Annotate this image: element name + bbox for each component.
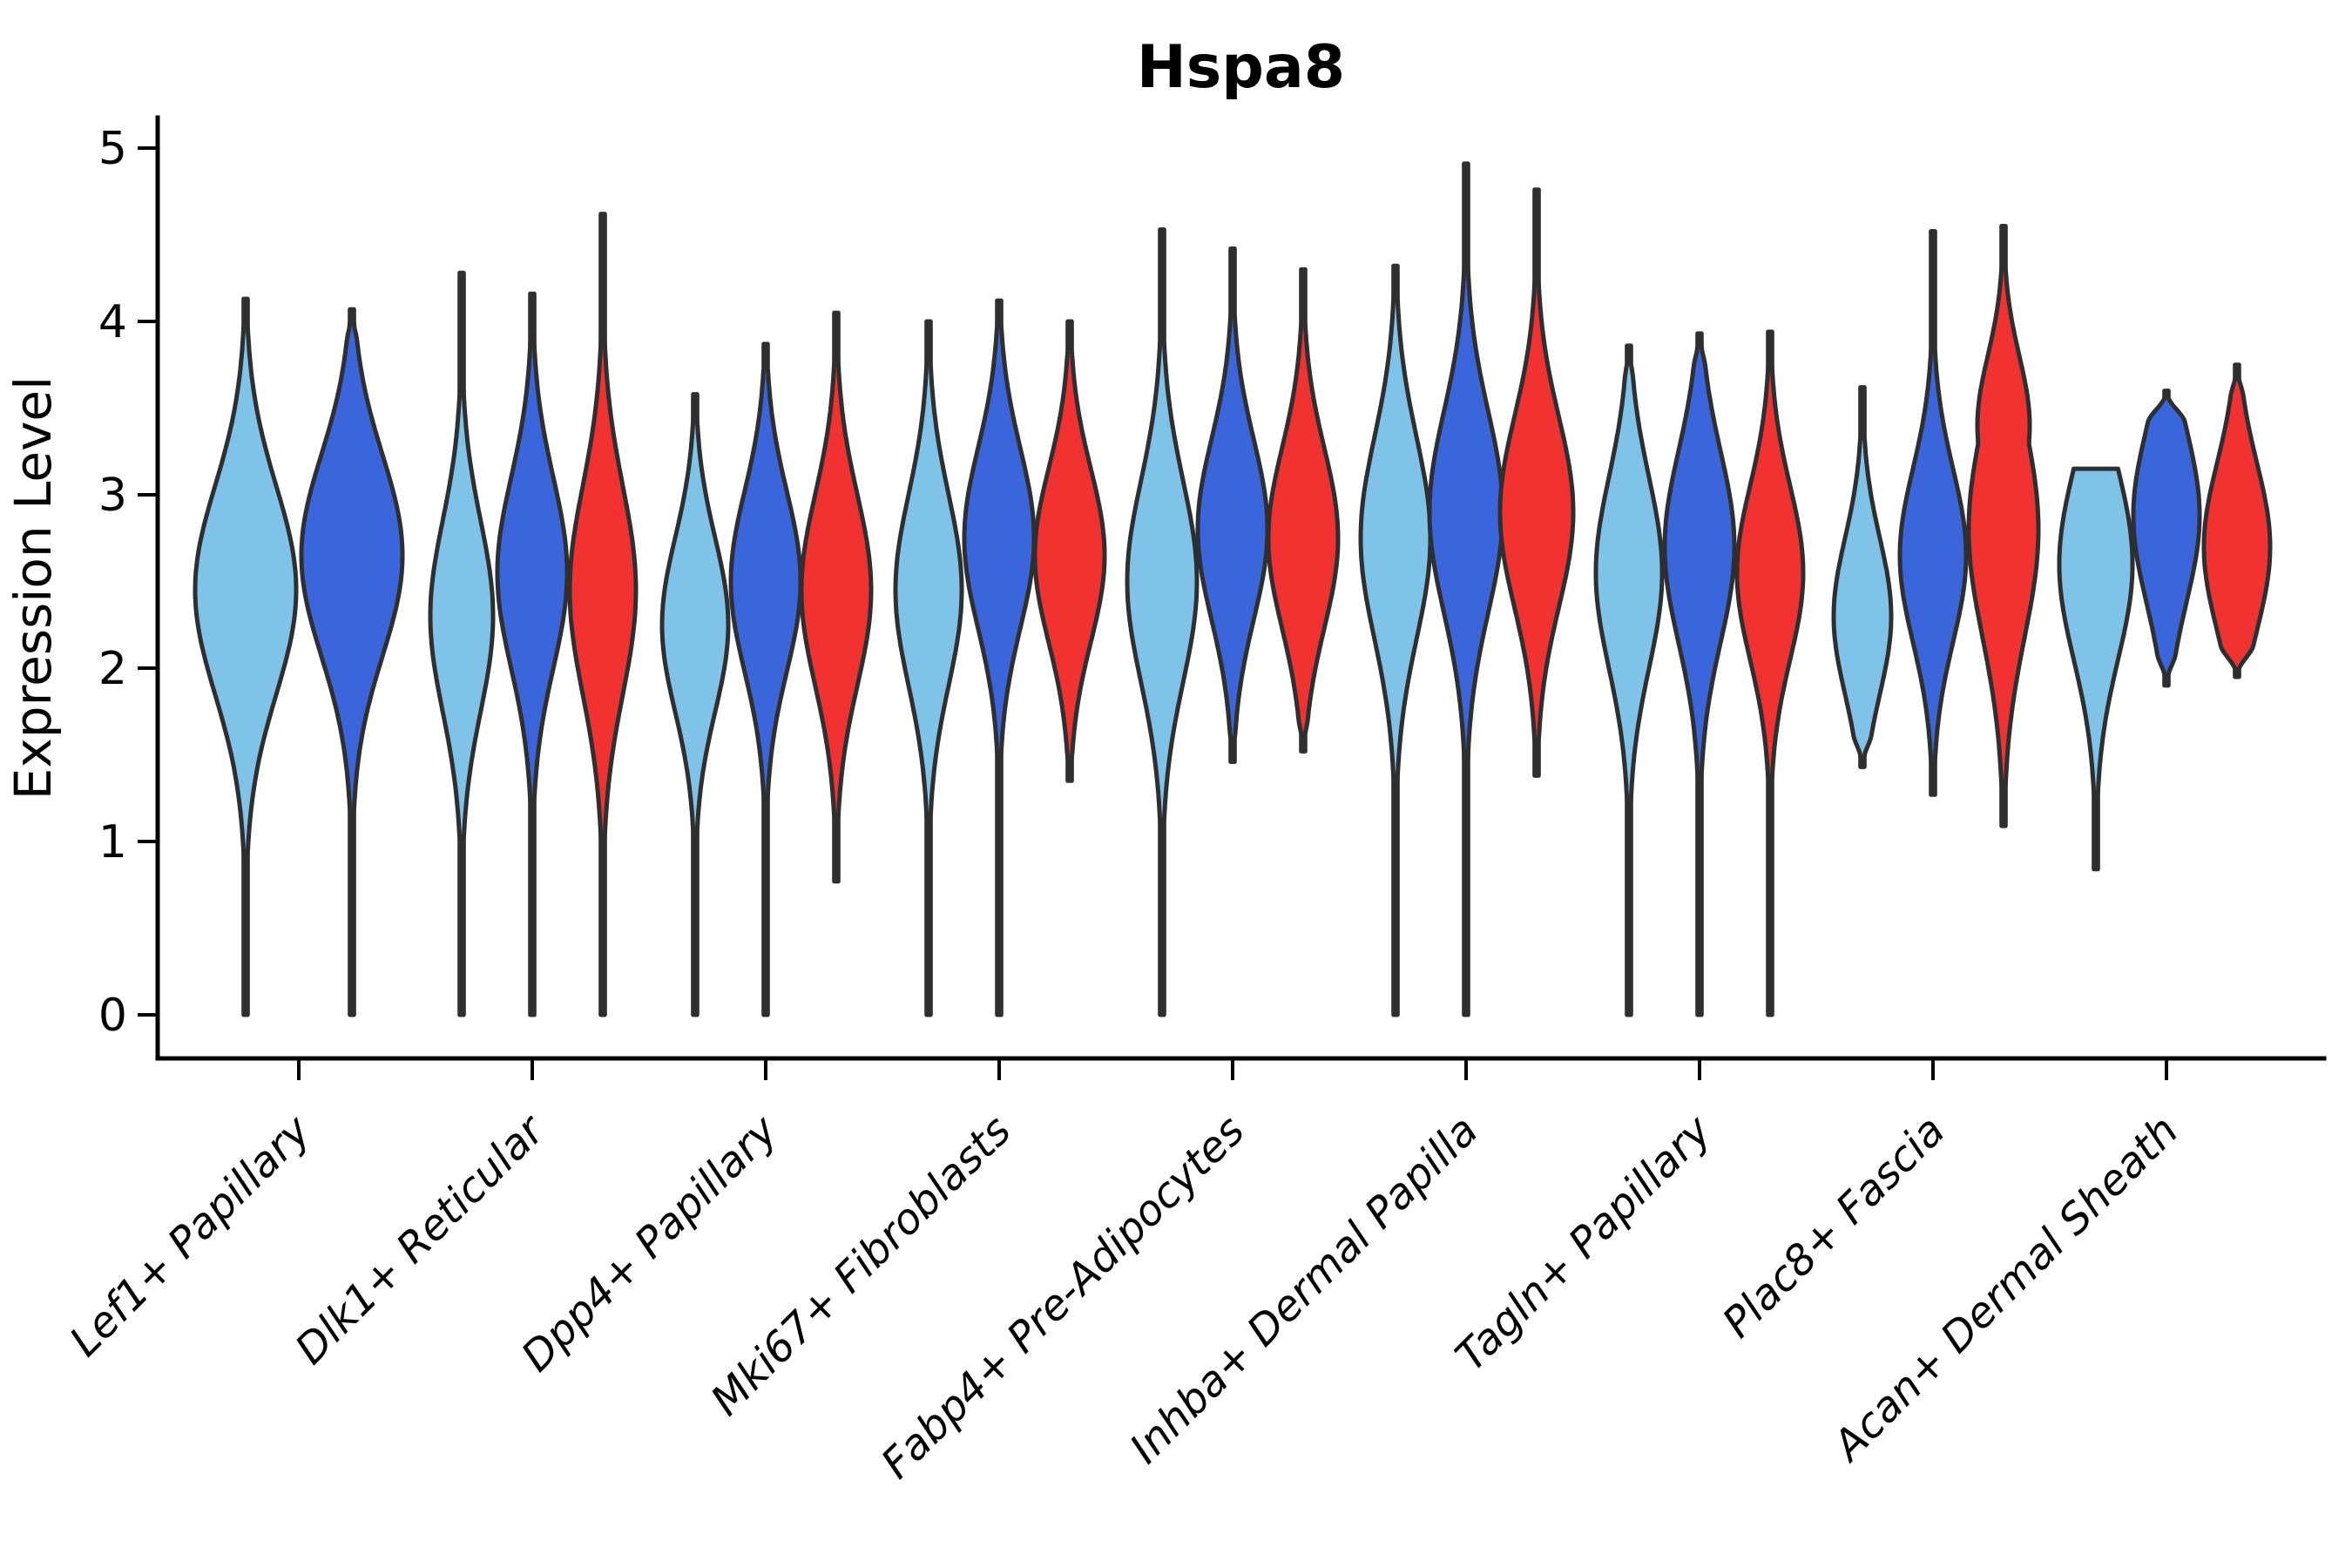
y-tick-label: 2: [98, 643, 127, 695]
y-tick-label: 1: [98, 816, 127, 868]
violin: [799, 310, 874, 884]
violin: [1734, 329, 1806, 1017]
violin: [1032, 319, 1107, 783]
x-tick-label: Dlk1+ Reticular: [286, 1105, 556, 1375]
violin: [1662, 331, 1737, 1017]
violin: [1125, 227, 1200, 1017]
y-axis-label: Expression Level: [3, 376, 63, 800]
violin: [1427, 161, 1505, 1017]
violin: [1966, 224, 2041, 828]
y-tick-label: 4: [98, 296, 127, 348]
violin: [1266, 267, 1341, 754]
violin: [2201, 362, 2273, 679]
x-tick-label: Lef1+ Papillary: [60, 1105, 321, 1366]
violin: [1358, 263, 1433, 1017]
y-tick-label: 0: [98, 990, 127, 1042]
violin: [1195, 246, 1270, 764]
violin: [1897, 229, 1969, 797]
x-tick-label: Dpp4+ Papillary: [512, 1105, 787, 1381]
y-tick-label: 5: [98, 123, 127, 175]
violin: [1497, 187, 1576, 778]
y-axis-ticks: 0 1 2 3 4 5: [98, 123, 158, 1042]
violin: [893, 319, 964, 1017]
violin: [728, 341, 803, 1017]
violin: [2057, 466, 2135, 872]
y-tick-label: 3: [98, 470, 127, 522]
x-tick-label: Tagln+ Papillary: [1446, 1105, 1721, 1381]
violin: [299, 307, 405, 1017]
chart-title: Hspa8: [1137, 33, 1345, 102]
violin: [1831, 385, 1894, 769]
violin: [659, 392, 731, 1017]
violin: [495, 291, 570, 1017]
violin: [428, 270, 496, 1017]
violin: [193, 296, 299, 1017]
violin: [962, 298, 1037, 1017]
violins-layer: [193, 161, 2273, 1017]
violin: [1593, 343, 1665, 1017]
violin: [567, 212, 639, 1017]
violin: [2131, 389, 2202, 688]
x-tick-label: Plac8+ Fascia: [1713, 1106, 1955, 1348]
